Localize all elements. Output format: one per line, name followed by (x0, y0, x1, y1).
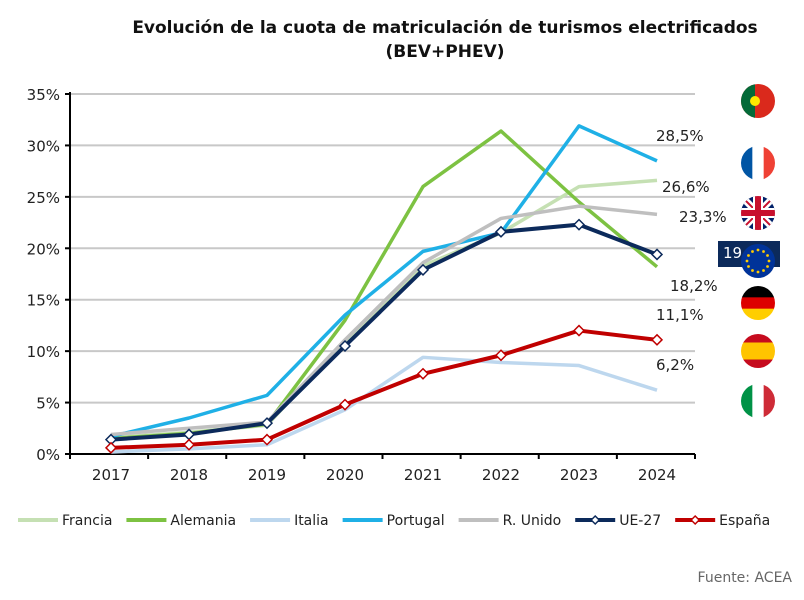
legend-item: R. Unido (458, 513, 562, 529)
flag-francia-icon (741, 146, 775, 180)
legend-item: Alemania (126, 513, 236, 529)
series-line (110, 222, 658, 442)
flag-ue-27-icon (741, 244, 775, 278)
legend-item: España (675, 513, 770, 529)
source-note: Fuente: ACEA (697, 570, 792, 586)
data-point (416, 263, 430, 276)
x-tick-label: 2019 (248, 466, 286, 484)
series-portugal: 28,5% (110, 124, 704, 439)
data-point (260, 433, 274, 446)
legend-label: R. Unido (503, 513, 562, 529)
legend-item: Francia (18, 513, 112, 529)
flag-italia-icon (741, 384, 775, 418)
data-point (650, 248, 664, 261)
data-point (494, 225, 508, 238)
legend-label: Portugal (387, 513, 445, 529)
legend-item: Portugal (342, 513, 445, 529)
legend-label: Alemania (170, 513, 236, 529)
y-tick-label: 20% (27, 240, 60, 258)
series-line (110, 328, 658, 450)
subtitle: (BEV+PHEV) (385, 42, 505, 62)
series-espa-a: 11,1% (104, 306, 704, 454)
end-label: 23,3% (679, 208, 727, 226)
flag-r-unido-icon (741, 196, 775, 230)
x-tick-label: 2024 (638, 466, 676, 484)
data-point (182, 438, 196, 451)
data-point (572, 324, 586, 337)
title-line: Evolución de la cuota de matriculación d… (132, 18, 758, 38)
legend-label: España (719, 513, 770, 529)
flag-espa-a-icon (741, 334, 775, 368)
series-alemania: 18,2% (110, 129, 718, 441)
y-tick-label: 0% (36, 446, 60, 464)
data-point (338, 339, 352, 353)
data-point (416, 367, 430, 380)
x-tick-label: 2020 (326, 466, 364, 484)
end-label: 18,2% (670, 277, 718, 295)
data-point (260, 417, 274, 430)
chart-title: Evolución de la cuota de matriculación d… (100, 16, 790, 64)
data-point (572, 218, 586, 231)
legend-label: Francia (62, 513, 112, 529)
series-line (110, 204, 658, 437)
flag-alemania-icon (741, 286, 775, 320)
series-r-unido: 23,3% (110, 204, 727, 437)
end-label: 26,6% (662, 178, 710, 196)
data-point (338, 398, 352, 411)
legend-label: Italia (294, 513, 329, 529)
series-ue-27: 19,4% (104, 218, 780, 446)
series-francia: 26,6% (110, 178, 710, 440)
series-line (110, 124, 658, 439)
x-tick-label: 2021 (404, 466, 442, 484)
end-label: 28,5% (656, 127, 704, 145)
x-tick-label: 2023 (560, 466, 598, 484)
end-label: 11,1% (656, 306, 704, 324)
y-tick-label: 10% (27, 343, 60, 361)
legend-marker (590, 514, 601, 526)
flag-portugal-icon (741, 84, 775, 118)
end-label: 6,2% (656, 356, 694, 374)
y-tick-label: 15% (27, 292, 60, 310)
legend-item: Italia (250, 513, 329, 529)
y-tick-label: 30% (27, 137, 60, 155)
legend-item: UE-27 (575, 513, 661, 529)
x-tick-label: 2022 (482, 466, 520, 484)
x-tick-label: 2018 (170, 466, 208, 484)
y-tick-label: 35% (27, 86, 60, 104)
series-italia: 6,2% (110, 355, 694, 454)
data-point (494, 349, 508, 362)
y-tick-label: 25% (27, 189, 60, 207)
x-tick-label: 2017 (92, 466, 130, 484)
series-line (110, 355, 658, 454)
legend-label: UE-27 (619, 513, 661, 529)
y-tick-label: 5% (36, 395, 60, 413)
data-point (650, 333, 664, 346)
data-point (104, 441, 118, 454)
legend-marker (690, 514, 701, 526)
